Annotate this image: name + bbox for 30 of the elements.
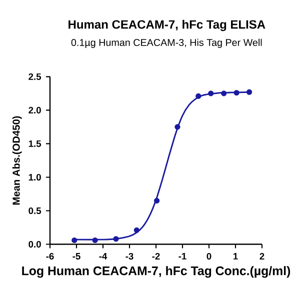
x-tick-label: 0 [206, 252, 212, 260]
point [134, 227, 140, 233]
point [208, 90, 214, 96]
point [113, 236, 119, 242]
point [92, 237, 98, 244]
chart-title: Human CEACAM-7, hFc Tag ELISA [68, 20, 266, 32]
point [196, 93, 202, 99]
x-tick-label: -5 [72, 252, 80, 260]
point [246, 89, 252, 95]
y-axis-title: Mean Abs.(OD450) [12, 116, 22, 205]
chart-subtitle: 0.1µg Human CEACAM-3, His Tag Per Well [71, 38, 262, 48]
point [221, 90, 227, 96]
y-tick-label: 1.5 [28, 140, 42, 147]
point [72, 237, 78, 244]
x-tick-label: -2 [152, 252, 160, 260]
point [154, 198, 160, 204]
x-axis-title: Log Human CEACAM-7, hFc Tag Conc.(µg/ml) [22, 266, 290, 278]
y-tick-label: 0.0 [28, 240, 41, 248]
x-tick-label: 2 [260, 252, 264, 260]
x-tick-label: -4 [99, 252, 108, 260]
x-tick-label: 1 [233, 252, 238, 260]
y-tick-label: 0.5 [28, 207, 42, 214]
y-tick-label: 2.5 [28, 73, 42, 80]
x-tick-label: -6 [46, 252, 54, 260]
y-tick-label: 2.0 [28, 106, 41, 114]
x-tick-label: -3 [126, 252, 134, 260]
x-tick-label: -1 [178, 252, 186, 260]
point [174, 124, 180, 130]
y-tick-label: 1.0 [28, 174, 41, 181]
point [234, 90, 240, 96]
